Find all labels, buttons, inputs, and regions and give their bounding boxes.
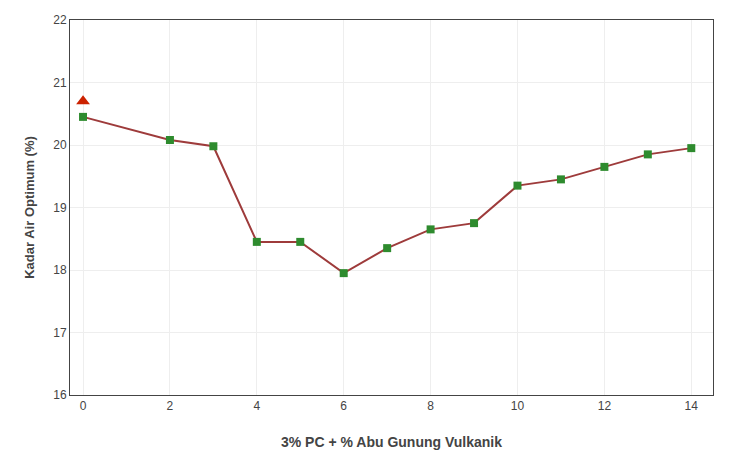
svg-text:6: 6: [340, 399, 347, 413]
svg-text:10: 10: [511, 399, 525, 413]
svg-text:12: 12: [598, 399, 612, 413]
svg-text:2: 2: [167, 399, 174, 413]
svg-text:19: 19: [53, 201, 67, 215]
svg-text:3% PC + % Abu Gunung Vulkanik: 3% PC + % Abu Gunung Vulkanik: [281, 434, 502, 450]
svg-text:18: 18: [53, 263, 67, 277]
svg-text:17: 17: [53, 326, 67, 340]
svg-text:Kadar Air Optimum (%): Kadar Air Optimum (%): [22, 136, 37, 279]
svg-text:20: 20: [53, 138, 67, 152]
svg-text:22: 22: [53, 13, 67, 27]
svg-text:4: 4: [253, 399, 260, 413]
svg-text:21: 21: [53, 76, 67, 90]
svg-text:16: 16: [53, 388, 67, 402]
svg-text:8: 8: [427, 399, 434, 413]
svg-text:14: 14: [685, 399, 699, 413]
svg-text:0: 0: [80, 399, 87, 413]
